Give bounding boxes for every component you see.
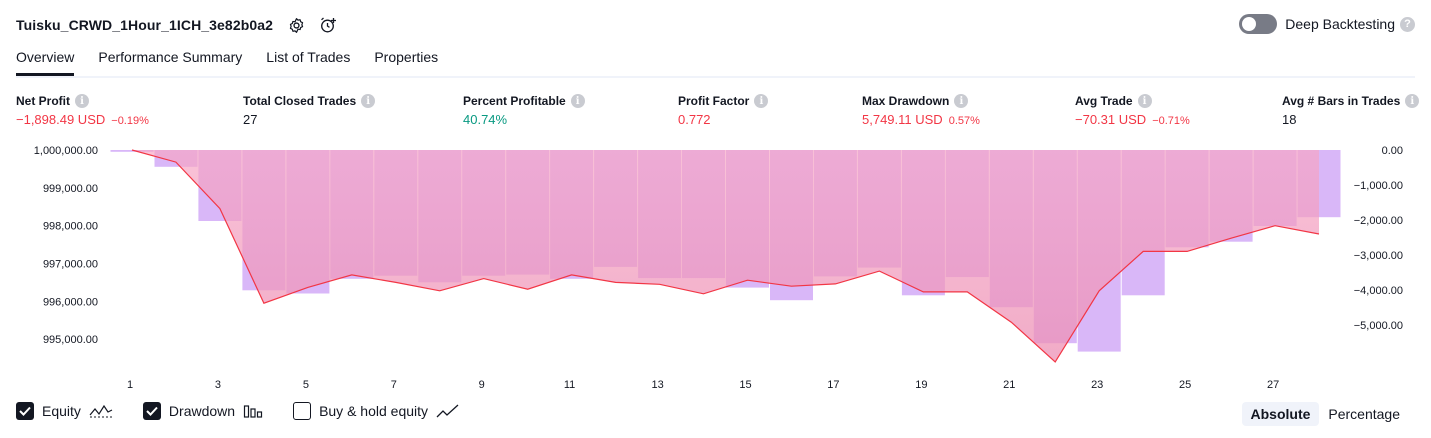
strategy-title: Tuisku_CRWD_1Hour_1ICH_3e82b0a2: [16, 17, 274, 33]
metric-avg-trade: Avg Trade i −70.31 USD −0.71%: [1075, 94, 1190, 127]
metric-percent: −0.71%: [1152, 115, 1190, 127]
info-icon[interactable]: i: [75, 94, 89, 108]
x-axis-tick-label: 15: [739, 379, 751, 391]
x-axis-tick-label: 17: [827, 379, 839, 391]
x-axis-tick-label: 25: [1179, 379, 1191, 391]
info-icon[interactable]: i: [361, 94, 376, 108]
metric-total-closed-trades: Total Closed Trades i 27: [243, 94, 376, 127]
tab-properties[interactable]: Properties: [374, 49, 439, 65]
drawdown-bar: [110, 150, 154, 152]
metrics-row: Net Profit i −1,898.49 USD −0.19% Total Cl…: [16, 94, 1420, 130]
equity-chart[interactable]: 1,000,000.00 999,000.00 998,000.00 997,000.…: [0, 138, 1431, 398]
metric-profit-factor: Profit Factor i 0.772: [678, 94, 769, 127]
metric-percent: 0.57%: [948, 115, 980, 127]
metric-net-profit: Net Profit i −1,898.49 USD −0.19%: [16, 94, 149, 127]
drawdown-bars-icon: [243, 403, 263, 419]
x-axis-tick-label: 21: [1003, 379, 1015, 391]
metric-value: 27: [243, 112, 258, 127]
equity-line-icon: [89, 403, 113, 419]
left-axis-tick-label: 998,000.00: [43, 221, 98, 233]
metric-label: Avg # Bars in Trades: [1282, 94, 1401, 108]
info-icon[interactable]: i: [570, 94, 585, 108]
strategy-header: Tuisku_CRWD_1Hour_1ICH_3e82b0a2 Deep Bac…: [16, 14, 1415, 36]
deep-backtesting-control: Deep Backtesting ?: [1239, 14, 1415, 34]
metric-label: Percent Profitable: [463, 94, 566, 108]
mode-percentage-button[interactable]: Percentage: [1328, 406, 1400, 422]
x-axis-tick-label: 13: [651, 379, 663, 391]
right-axis-tick-label: −1,000.00: [1354, 180, 1403, 192]
mode-absolute-button[interactable]: Absolute: [1241, 402, 1320, 426]
x-axis-tick-label: 7: [391, 379, 397, 391]
chart-legend: Equity Drawdown Buy & hold equity: [16, 402, 490, 420]
x-axis-tick-label: 23: [1091, 379, 1103, 391]
trend-line-icon: [436, 403, 460, 419]
right-axis-tick-label: −2,000.00: [1354, 215, 1403, 227]
metric-value: 5,749.11 USD: [862, 112, 943, 127]
scale-mode-switch: Absolute Percentage: [1241, 402, 1410, 426]
x-axis-tick-label: 27: [1267, 379, 1279, 391]
legend-equity[interactable]: Equity: [16, 402, 113, 420]
right-axis-tick-label: −5,000.00: [1354, 320, 1403, 332]
right-axis-tick-label: −3,000.00: [1354, 250, 1403, 262]
checkbox-checked-icon[interactable]: [16, 402, 34, 420]
left-axis-tick-label: 1,000,000.00: [34, 145, 98, 157]
tab-list-of-trades[interactable]: List of Trades: [266, 49, 351, 65]
alarm-add-icon[interactable]: [319, 16, 337, 34]
right-axis-tick-label: 0.00: [1382, 145, 1403, 157]
legend-label: Buy & hold equity: [319, 403, 429, 419]
metric-label: Net Profit: [16, 94, 70, 108]
metric-label: Avg Trade: [1075, 94, 1133, 108]
deep-backtesting-toggle[interactable]: [1239, 14, 1278, 34]
x-axis-tick-label: 3: [215, 379, 221, 391]
x-axis-tick-label: 1: [127, 379, 133, 391]
metric-value: 0.772: [678, 112, 711, 127]
equity-area: [132, 150, 1319, 362]
metric-value: −70.31 USD: [1075, 112, 1147, 127]
info-icon[interactable]: i: [754, 94, 769, 108]
help-icon[interactable]: ?: [1400, 16, 1415, 32]
info-icon[interactable]: i: [1405, 94, 1420, 108]
left-axis-tick-label: 995,000.00: [43, 334, 98, 346]
left-axis-tick-label: 996,000.00: [43, 296, 98, 308]
legend-label: Equity: [42, 403, 81, 419]
metric-label: Profit Factor: [678, 94, 750, 108]
checkbox-checked-icon[interactable]: [142, 402, 161, 420]
legend-label: Drawdown: [168, 403, 236, 419]
metric-label: Max Drawdown: [862, 94, 950, 108]
metric-value: −1,898.49 USD: [16, 112, 106, 127]
metric-max-drawdown: Max Drawdown i 5,749.11 USD 0.57%: [862, 94, 980, 127]
deep-backtesting-label: Deep Backtesting: [1285, 16, 1395, 32]
legend-buy-hold[interactable]: Buy & hold equity: [293, 402, 460, 420]
x-axis-tick-label: 11: [564, 379, 575, 391]
left-axis-tick-label: 997,000.00: [43, 259, 98, 271]
settings-icon[interactable]: [287, 16, 305, 34]
metric-label: Total Closed Trades: [243, 94, 357, 108]
equity-line: [131, 149, 1320, 363]
right-axis-tick-label: −4,000.00: [1354, 285, 1403, 297]
metric-percent: −0.19%: [111, 115, 149, 127]
info-icon[interactable]: i: [954, 94, 969, 108]
metric-value: 18: [1282, 112, 1297, 127]
left-axis-tick-label: 999,000.00: [43, 183, 98, 195]
metric-value: 40.74%: [463, 112, 508, 127]
checkbox-unchecked-icon[interactable]: [293, 402, 312, 420]
info-icon[interactable]: i: [1137, 94, 1152, 108]
legend-drawdown[interactable]: Drawdown: [142, 402, 263, 420]
tab-performance-summary[interactable]: Performance Summary: [98, 49, 243, 65]
x-axis-tick-label: 5: [303, 379, 309, 391]
x-axis-tick-label: 9: [479, 379, 485, 391]
metric-percent-profitable: Percent Profitable i 40.74%: [463, 94, 585, 127]
metric-avg-bars: Avg # Bars in Trades i 18: [1282, 94, 1420, 127]
report-tabs: Overview Performance Summary List of Tra…: [16, 48, 1415, 78]
x-axis-tick-label: 19: [915, 379, 927, 391]
tab-overview[interactable]: Overview: [16, 48, 75, 76]
